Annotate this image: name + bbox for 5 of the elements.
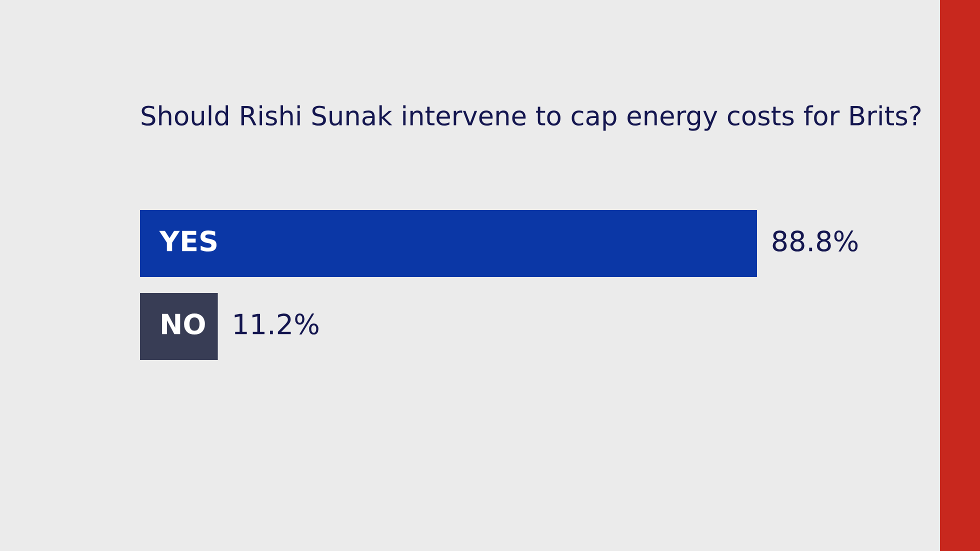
- y-tick-label: NO: [162, 314, 205, 335]
- chart-title: Should Rishi Sunak intervene to cap energy costs for Brits?: [142, 105, 921, 131]
- data-label: 11.2%: [234, 314, 318, 335]
- y-tick-label: YES: [159, 230, 217, 252]
- data-label: 88.8%: [772, 230, 858, 252]
